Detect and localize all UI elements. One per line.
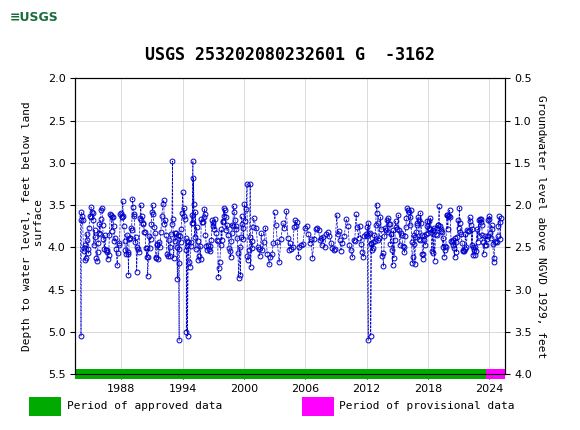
Bar xyxy=(29,396,61,416)
Bar xyxy=(302,396,334,416)
Text: Period of provisional data: Period of provisional data xyxy=(339,401,515,412)
Bar xyxy=(7,5,79,34)
Y-axis label: Groundwater level above NGVD 1929, feet: Groundwater level above NGVD 1929, feet xyxy=(536,95,546,358)
Bar xyxy=(486,369,505,379)
Y-axis label: Depth to water level, feet below land
 surface: Depth to water level, feet below land su… xyxy=(22,101,44,351)
Text: USGS 253202080232601 G  -3162: USGS 253202080232601 G -3162 xyxy=(145,46,435,64)
Bar xyxy=(75,369,486,379)
Text: ≡USGS: ≡USGS xyxy=(10,11,59,24)
Text: Period of approved data: Period of approved data xyxy=(67,401,222,412)
